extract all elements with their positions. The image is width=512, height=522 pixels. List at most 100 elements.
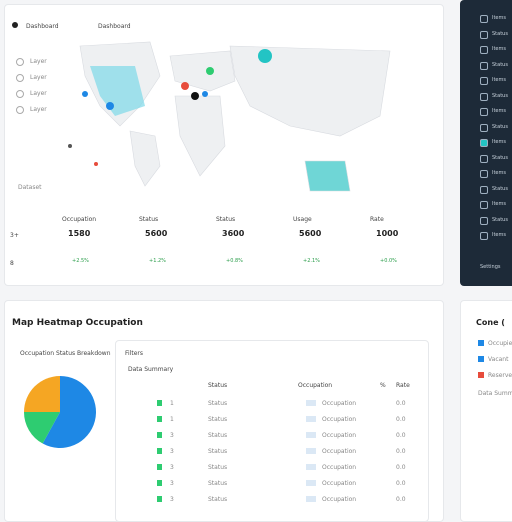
stat-label: Occupation xyxy=(62,216,97,223)
table-cell: 1 xyxy=(170,416,174,423)
sidebar-item: Status xyxy=(492,30,508,37)
row-label: 3+ xyxy=(10,232,19,239)
table-header: Rate xyxy=(396,382,410,389)
map-caption: Dataset xyxy=(18,184,42,191)
sidebar-icon xyxy=(480,123,488,132)
table-cell: Status xyxy=(208,416,228,423)
stat-delta: +1.2% xyxy=(149,258,166,264)
section-title: Map Heatmap Occupation xyxy=(12,318,143,328)
legend-label: Occupied xyxy=(488,340,512,347)
table-cell: 0.0 xyxy=(396,400,406,407)
table-cell: Status xyxy=(208,400,228,407)
sidebar-item: Items xyxy=(492,46,506,52)
layer-icon xyxy=(16,58,24,66)
stat-delta: +0.0% xyxy=(380,258,397,264)
legend-label: Vacant xyxy=(488,356,509,363)
sidebar-footer: Settings xyxy=(480,264,501,270)
row-badge xyxy=(157,480,162,486)
tab[interactable]: Dashboard xyxy=(98,23,131,30)
row-badge xyxy=(157,432,162,438)
sidebar-icon xyxy=(480,46,488,54)
stat-label: Status xyxy=(139,216,159,223)
table-cell: Status xyxy=(208,464,228,471)
table-header: Occupation xyxy=(298,382,333,389)
sidebar-item: Items xyxy=(492,15,506,21)
sidebar-item: Items xyxy=(492,108,506,114)
table-subtitle: Data Summary xyxy=(128,366,174,373)
sidebar-item: Status xyxy=(492,92,508,99)
row-rule xyxy=(306,464,316,470)
table-cell: 0.0 xyxy=(396,448,406,455)
table-cell: Status xyxy=(208,480,228,487)
sidebar-icon xyxy=(480,232,488,240)
sidebar-icon xyxy=(480,170,488,178)
table-header: % xyxy=(380,382,386,389)
stat-value: 1000 xyxy=(376,229,399,238)
tab[interactable]: Dashboard xyxy=(26,23,59,30)
row-rule xyxy=(306,448,316,454)
layer-label: Layer xyxy=(30,74,47,81)
layer-label: Layer xyxy=(30,106,47,113)
row-label: 8 xyxy=(10,260,14,267)
table-cell: 3 xyxy=(170,480,174,487)
sidebar-icon xyxy=(480,77,488,85)
layer-icon xyxy=(16,106,24,114)
sidebar-item: Status xyxy=(492,154,508,161)
stat-value: 5600 xyxy=(299,229,322,238)
stat-delta: +0.8% xyxy=(226,258,243,264)
table-cell: 0.0 xyxy=(396,464,406,471)
row-badge xyxy=(157,496,162,502)
row-rule xyxy=(306,480,316,486)
row-badge xyxy=(157,400,162,406)
row-rule xyxy=(306,432,316,438)
layer-icon xyxy=(16,74,24,82)
pie-slice xyxy=(24,376,60,412)
table-cell: 3 xyxy=(170,448,174,455)
sidebar-item: Items xyxy=(492,232,506,238)
sidebar-item: Status xyxy=(492,185,508,192)
layer-icon xyxy=(16,90,24,98)
sidebar-icon xyxy=(480,216,488,225)
stat-value: 1580 xyxy=(68,229,91,238)
table-cell: 1 xyxy=(170,400,174,407)
row-badge xyxy=(157,448,162,454)
side-card xyxy=(460,300,512,522)
layer-label: Layer xyxy=(30,58,47,65)
legend-swatch xyxy=(478,356,484,362)
row-badge xyxy=(157,464,162,470)
table-card xyxy=(115,340,429,522)
table-cell: Occupation xyxy=(322,496,357,503)
table-cell: 0.0 xyxy=(396,496,406,503)
sidebar-icon xyxy=(480,30,488,39)
side-card-note: Data Summary xyxy=(478,390,512,397)
sidebar-item: Status xyxy=(492,216,508,223)
pie-title: Occupation Status Breakdown xyxy=(20,350,111,357)
side-card-title: Cone ( xyxy=(476,318,505,327)
stat-delta: +2.5% xyxy=(72,258,89,264)
sidebar-item: Items xyxy=(492,201,506,207)
pie-slice xyxy=(42,376,96,448)
row-badge xyxy=(157,416,162,422)
sidebar-icon xyxy=(480,15,488,23)
pie-chart xyxy=(24,376,96,448)
table-header: Status xyxy=(208,382,228,389)
row-rule xyxy=(306,400,316,406)
logo xyxy=(12,22,18,28)
table-cell: Occupation xyxy=(322,400,357,407)
table-cell: 3 xyxy=(170,432,174,439)
table-cell: Occupation xyxy=(322,480,357,487)
sidebar-item: Items xyxy=(492,170,506,176)
legend-swatch xyxy=(478,340,484,346)
table-cell: Occupation xyxy=(322,464,357,471)
pie-slice xyxy=(24,412,60,444)
table-cell: Occupation xyxy=(322,432,357,439)
stat-label: Usage xyxy=(293,216,312,223)
table-cell: 0.0 xyxy=(396,416,406,423)
sidebar-item: Items xyxy=(492,139,506,145)
table-cell: 0.0 xyxy=(396,432,406,439)
stat-value: 5600 xyxy=(145,229,168,238)
table-cell: Status xyxy=(208,496,228,503)
stat-value: 3600 xyxy=(222,229,245,238)
sidebar-icon xyxy=(480,185,488,194)
